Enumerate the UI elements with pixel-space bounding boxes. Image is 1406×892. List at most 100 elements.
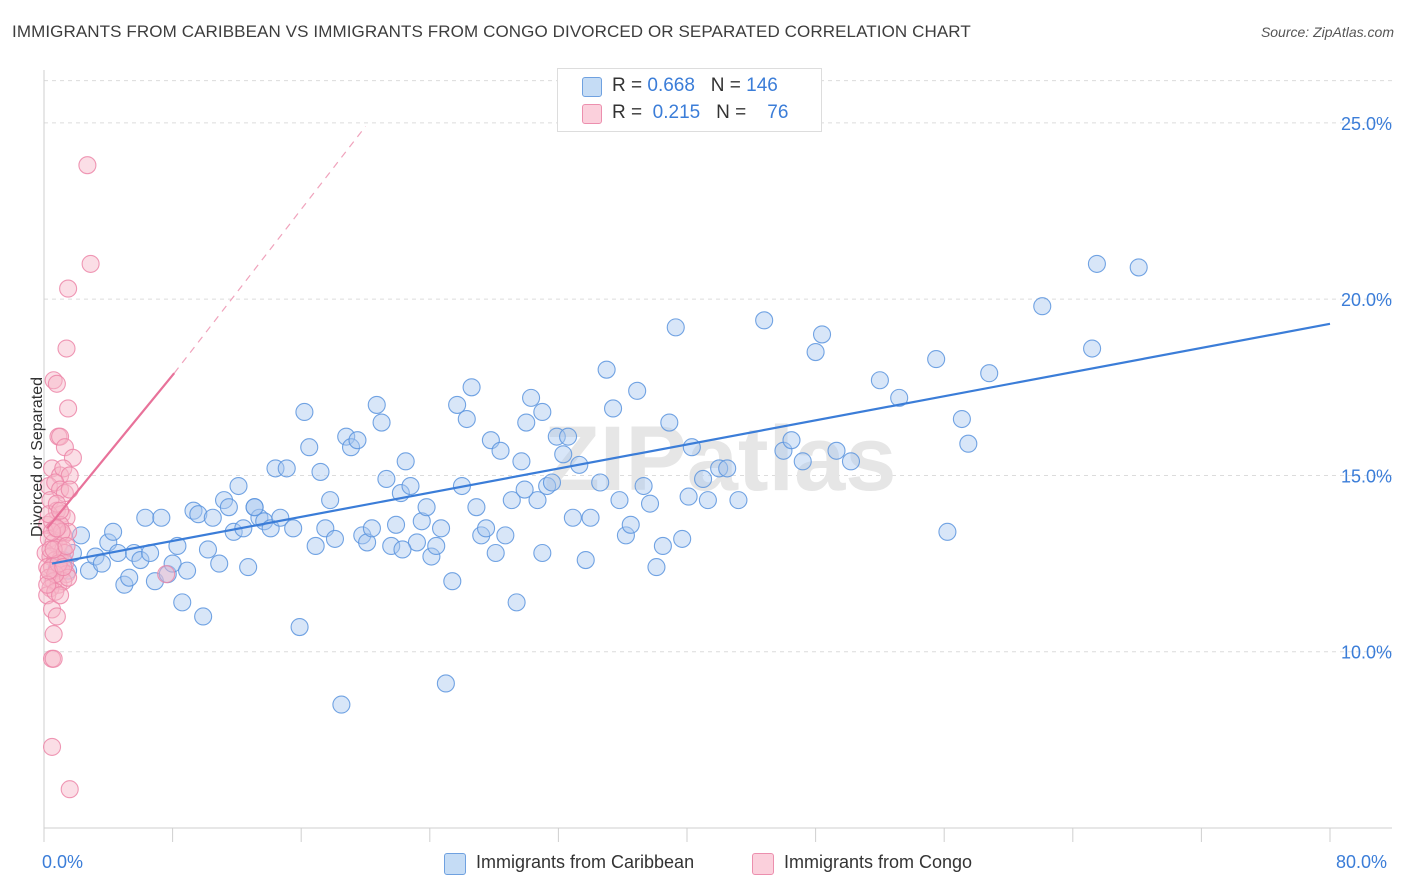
point-caribbean — [597, 360, 616, 379]
y-tick-label: 20.0% — [1341, 290, 1392, 310]
legend-swatch-congo — [582, 104, 602, 124]
bottom-legend-label-congo: Immigrants from Congo — [784, 852, 973, 872]
legend-n-value: 76 — [767, 102, 789, 123]
chart-source: Source: ZipAtlas.com — [1260, 24, 1394, 40]
point-caribbean — [173, 593, 192, 612]
point-caribbean — [718, 459, 737, 478]
point-caribbean — [660, 413, 679, 432]
point-caribbean — [515, 480, 534, 499]
axes — [43, 70, 1392, 842]
point-caribbean — [491, 441, 510, 460]
point-caribbean — [467, 498, 486, 517]
legend-r-label: R = 0.668 N = 146 — [612, 75, 778, 96]
point-caribbean — [210, 554, 229, 573]
bottom-legend-swatch-congo — [752, 853, 774, 875]
point-congo — [52, 522, 71, 541]
point-caribbean — [332, 695, 351, 714]
legend-r-value: 0.668 — [647, 75, 695, 96]
point-caribbean — [382, 536, 401, 556]
point-congo — [44, 649, 63, 668]
point-congo — [38, 575, 57, 594]
point-caribbean — [507, 593, 526, 612]
point-caribbean — [517, 413, 536, 432]
point-caribbean — [362, 519, 381, 538]
point-caribbean — [640, 494, 660, 513]
point-caribbean — [457, 409, 476, 429]
point-caribbean — [300, 438, 319, 457]
point-caribbean — [502, 491, 521, 510]
point-caribbean — [393, 540, 412, 559]
point-caribbean — [682, 438, 701, 457]
trend-line-congo — [46, 372, 176, 530]
point-caribbean — [198, 540, 218, 559]
x-tick-label-min: 0.0% — [42, 852, 84, 872]
point-congo — [157, 565, 176, 584]
point-caribbean — [120, 568, 139, 587]
point-congo — [60, 780, 79, 799]
point-caribbean — [542, 473, 562, 492]
point-caribbean — [386, 515, 406, 534]
point-caribbean — [477, 519, 496, 538]
point-caribbean — [1129, 258, 1148, 277]
point-caribbean — [563, 508, 582, 527]
y-tick-label: 15.0% — [1341, 466, 1392, 486]
point-congo — [44, 625, 63, 644]
point-congo — [81, 254, 100, 273]
point-caribbean — [755, 311, 774, 330]
y-tick-label: 10.0% — [1341, 643, 1392, 663]
point-caribbean — [512, 452, 531, 471]
point-caribbean — [890, 388, 909, 407]
point-caribbean — [136, 508, 155, 527]
point-caribbean — [698, 491, 717, 510]
point-caribbean — [396, 452, 415, 471]
point-caribbean — [194, 607, 213, 626]
point-caribbean — [412, 512, 431, 531]
point-caribbean — [528, 491, 547, 510]
point-caribbean — [448, 395, 467, 414]
chart-title: IMMIGRANTS FROM CARIBBEAN VS IMMIGRANTS … — [12, 22, 971, 41]
point-caribbean — [558, 427, 578, 446]
point-caribbean — [666, 318, 685, 337]
legend-r-label: R = 0.215 N = 76 — [612, 102, 789, 123]
point-caribbean — [311, 462, 330, 481]
point-caribbean — [348, 431, 367, 450]
point-caribbean — [793, 452, 812, 471]
point-caribbean — [538, 476, 557, 496]
point-congo — [57, 339, 76, 358]
point-congo — [54, 459, 73, 478]
y-tick-labels: 10.0% 15.0% 20.0% 25.0% — [1341, 114, 1392, 663]
point-caribbean — [812, 325, 832, 344]
point-caribbean — [576, 551, 595, 570]
point-caribbean — [229, 476, 248, 496]
point-caribbean — [184, 501, 203, 520]
point-caribbean — [581, 508, 600, 527]
point-caribbean — [634, 476, 653, 496]
trend-lines-solid — [46, 322, 1331, 565]
point-caribbean — [616, 526, 635, 545]
legend-n-label: N = — [710, 75, 741, 96]
point-caribbean — [377, 469, 396, 489]
x-tick-label-max: 80.0% — [1336, 852, 1388, 872]
point-congo — [57, 536, 76, 556]
point-caribbean — [337, 427, 356, 446]
point-caribbean — [522, 388, 541, 407]
point-congo — [42, 737, 62, 756]
point-caribbean — [401, 476, 420, 496]
point-caribbean — [407, 533, 426, 552]
point-caribbean — [679, 487, 698, 506]
point-caribbean — [325, 529, 345, 548]
point-caribbean — [104, 522, 123, 541]
point-congo — [60, 480, 79, 499]
point-caribbean — [1033, 297, 1052, 316]
point-congo — [51, 586, 70, 605]
point-congo — [49, 554, 68, 573]
point-caribbean — [621, 515, 640, 534]
point-caribbean — [980, 364, 999, 383]
point-caribbean — [1087, 254, 1106, 273]
point-caribbean — [432, 519, 451, 538]
point-caribbean — [938, 522, 957, 541]
point-caribbean — [647, 558, 666, 577]
point-caribbean — [841, 452, 861, 471]
point-caribbean — [443, 572, 462, 591]
